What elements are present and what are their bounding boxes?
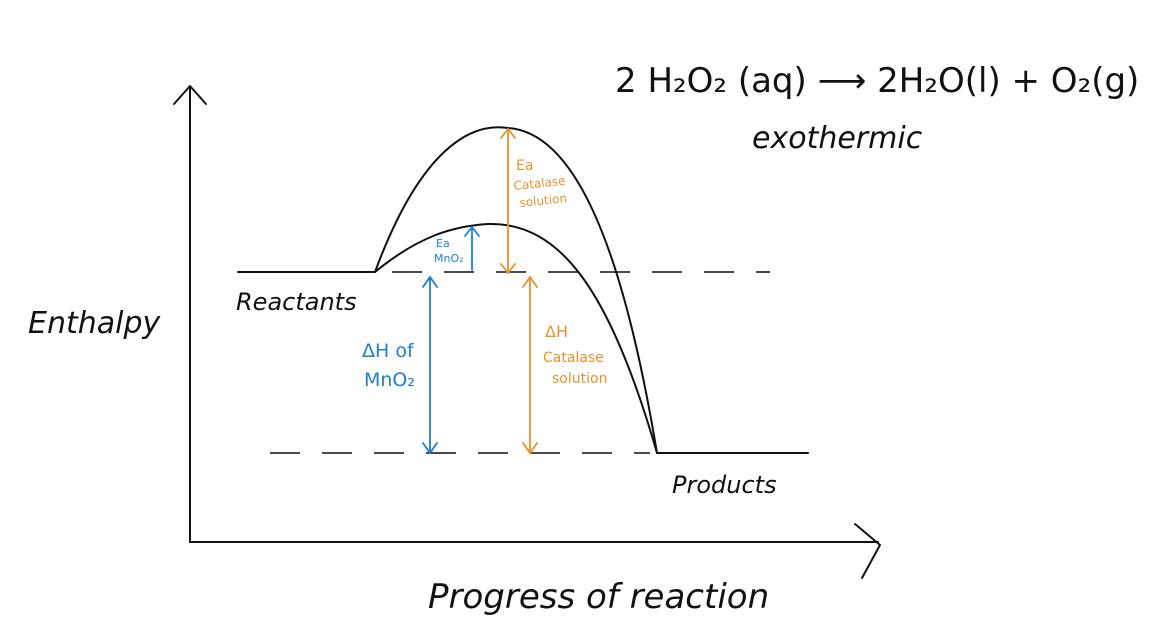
dh-catalase-arrow (522, 275, 538, 455)
dh-mno2-line-2: MnO₂ (364, 369, 415, 391)
reactants-label: Reactants (236, 288, 357, 316)
ea-mno2-line-2: MnO₂ (434, 252, 464, 265)
mno2-curve (374, 222, 658, 454)
ea-catalase-line-3: solution (519, 191, 568, 210)
ea-mno2-line-1: Ea (436, 237, 450, 250)
x-axis-arrowhead (854, 523, 881, 579)
dh-catalase-line-1: ΔH (545, 322, 568, 341)
ea-catalase-arrow (500, 127, 516, 275)
y-axis-label: Enthalpy (28, 306, 162, 341)
ea-catalase-line-2: Catalase (513, 174, 566, 193)
y-axis-arrowhead (173, 85, 207, 105)
ea-catalase-line-1: Ea (516, 158, 533, 174)
ea-mno2-arrow (464, 225, 480, 271)
reaction-equation: 2 H₂O₂ (aq) ⟶ 2H₂O(l) + O₂(g) (615, 61, 1139, 101)
reaction-type: exothermic (752, 121, 923, 156)
dh-catalase-line-2: Catalase (543, 350, 604, 366)
dh-mno2-arrow (422, 275, 438, 455)
catalase-curve (374, 126, 658, 454)
x-axis-label: Progress of reaction (428, 577, 769, 617)
dh-mno2-line-1: ΔH of (362, 340, 415, 362)
products-label: Products (672, 471, 777, 499)
dh-catalase-line-3: solution (552, 371, 607, 387)
